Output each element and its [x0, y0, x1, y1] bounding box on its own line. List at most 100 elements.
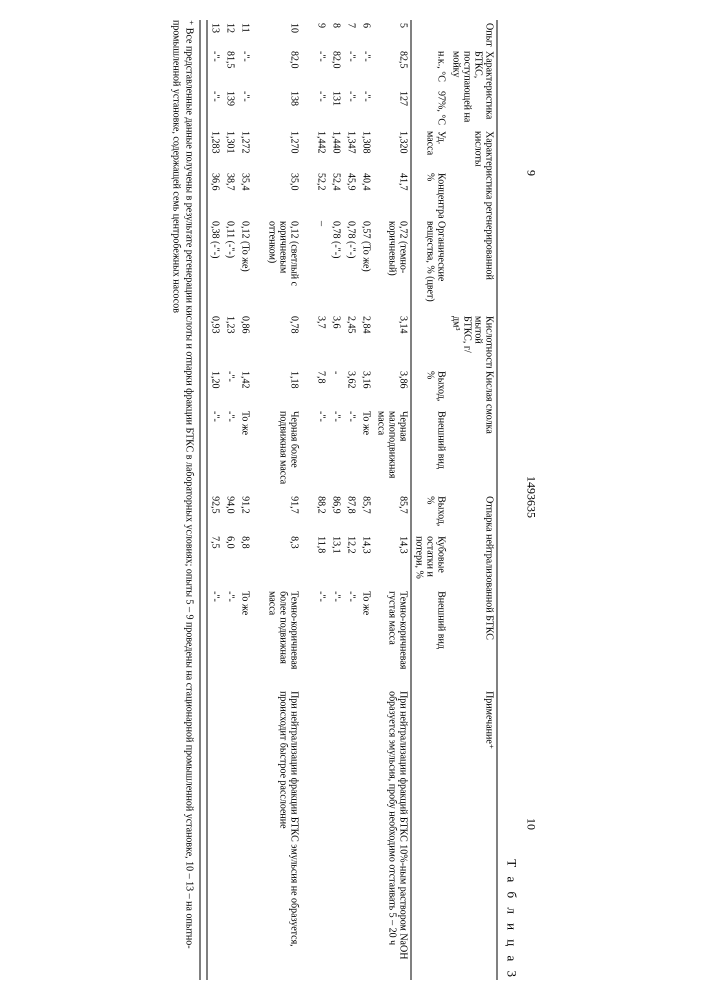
cell-vy2: 91,7 — [264, 493, 301, 533]
cell-vy2: 85,7 — [358, 493, 373, 533]
cell-vy2: 94,0 — [222, 493, 237, 533]
cell-vid2: -"- — [343, 588, 358, 688]
cell-kis: 2,84 — [358, 313, 373, 368]
table-row: 882,01311,44052,40,78 (-"-)3,6--"-86,913… — [328, 20, 343, 980]
cell-org: 0,11 (-"-) — [222, 218, 237, 313]
cell-vid2: Темно-коричневая густая масса — [373, 588, 411, 688]
h-vy1: Выход, % — [411, 368, 449, 408]
cell-org: 0,72 (темно-коричневый) — [373, 218, 411, 313]
h-otparka: Отпарка нейтрализованной БТКС — [448, 493, 497, 688]
cell-konc: 38,7 — [222, 170, 237, 218]
cell-kub: 14,3 — [358, 533, 373, 588]
cell-konc: 52,4 — [328, 170, 343, 218]
table-body: 582,51271,32041,70,72 (темно-коричневый)… — [207, 20, 411, 980]
cell-ud: 1,270 — [264, 128, 301, 170]
cell-prim — [237, 688, 252, 980]
cell-n: 5 — [373, 20, 411, 48]
cell-kub: 11,8 — [313, 533, 328, 588]
table-row: 582,51271,32041,70,72 (темно-коричневый)… — [373, 20, 411, 980]
cell-vy1: 3,62 — [343, 368, 358, 408]
cell-kis: 3,14 — [373, 313, 411, 368]
cell-vid2: То же — [237, 588, 252, 688]
h-opyt: Опыт — [411, 20, 497, 48]
cell-vy2: 92,5 — [207, 493, 222, 533]
h-konc: Концентрация, % — [411, 170, 449, 218]
cell-prim — [343, 688, 358, 980]
cell-kis: 3,7 — [313, 313, 328, 368]
cell-vy2: 88,2 — [313, 493, 328, 533]
cell-konc: 35,0 — [264, 170, 301, 218]
cell-nk: 81,5 — [222, 48, 237, 88]
cell-nk: -"- — [313, 48, 328, 88]
h-vid1: Внешний вид — [411, 408, 449, 493]
cell-p97: -"- — [207, 88, 222, 128]
h-kislaya: Кислая смолка — [448, 368, 497, 493]
cell-kub: 12,2 — [343, 533, 358, 588]
table-row: 7-"--"-1,34745,90,78 (-"-)2,453,62-"-87,… — [343, 20, 358, 980]
cell-vid2: Темно-коричневая более подвижная масса — [264, 588, 301, 688]
cell-n: 7 — [343, 20, 358, 48]
cell-ud: 1,308 — [358, 128, 373, 170]
cell-n: 6 — [358, 20, 373, 48]
h-prim: Примечание⁺ — [411, 688, 497, 980]
cell-org: 0,57 (То же) — [358, 218, 373, 313]
cell-n: 13 — [207, 20, 222, 48]
cell-p97: -"- — [313, 88, 328, 128]
cell-vy1: 3,16 — [358, 368, 373, 408]
cell-kis: 0,78 — [264, 313, 301, 368]
cell-vy2: 87,8 — [343, 493, 358, 533]
cell-kub: 8,8 — [237, 533, 252, 588]
cell-konc: 45,9 — [343, 170, 358, 218]
h-char-btks: Характеристика БТКС, поступающей на мойк… — [448, 48, 497, 128]
cell-org: 0,12 (То же) — [237, 218, 252, 313]
cell-nk: 82,0 — [328, 48, 343, 88]
cell-kis: 1,23 — [222, 313, 237, 368]
cell-kub: 13,1 — [328, 533, 343, 588]
cell-org: 0,78 (-"-) — [328, 218, 343, 313]
cell-org: 0,78 (-"-) — [343, 218, 358, 313]
cell-konc: 35,4 — [237, 170, 252, 218]
cell-nk: 82,0 — [264, 48, 301, 88]
cell-vy1: -"- — [222, 368, 237, 408]
cell-p97: 139 — [222, 88, 237, 128]
cell-p97: 127 — [373, 88, 411, 128]
cell-p97: 131 — [328, 88, 343, 128]
cell-vid1: То же — [237, 408, 252, 493]
data-table: Опыт Характеристика БТКС, поступающей на… — [206, 20, 497, 980]
cell-ud: 1,440 — [328, 128, 343, 170]
cell-konc: 41,7 — [373, 170, 411, 218]
cell-vid1: -"- — [222, 408, 237, 493]
cell-vid1: Черная более подвижная масса — [264, 408, 301, 493]
cell-ud: 1,301 — [222, 128, 237, 170]
cell-kub: 6,0 — [222, 533, 237, 588]
cell-kis: 0,93 — [207, 313, 222, 368]
cell-p97: -"- — [237, 88, 252, 128]
cell-kub: 7,5 — [207, 533, 222, 588]
cell-vy1: 1,18 — [264, 368, 301, 408]
cell-prim: При нейтрализации фракции БТКС эмульсия … — [264, 688, 301, 980]
table-header: Опыт Характеристика БТКС, поступающей на… — [411, 20, 497, 980]
cell-p97: -"- — [343, 88, 358, 128]
cell-p97: -"- — [358, 88, 373, 128]
cell-n: 8 — [328, 20, 343, 48]
cell-prim — [313, 688, 328, 980]
table-row: 1281,51391,30138,70,11 (-"-)1,23-"--"-94… — [222, 20, 237, 980]
cell-vy2: 91,2 — [237, 493, 252, 533]
cell-vy1: 1,20 — [207, 368, 222, 408]
h-nk: н.к., °С — [411, 48, 449, 88]
cell-vy1: - — [328, 368, 343, 408]
doc-number: 1493635 — [523, 476, 538, 518]
cell-prim: При нейтрализации фракций БТКС 10%-ным р… — [373, 688, 411, 980]
cell-kis: 3,6 — [328, 313, 343, 368]
cell-org: 0,12 (светлый с коричневым оттенком) — [264, 218, 301, 313]
table-row: 13-"--"-1,28336,60,38 (-"-)0,931,20-"-92… — [207, 20, 222, 980]
cell-kis: 2,45 — [343, 313, 358, 368]
cell-nk: -"- — [237, 48, 252, 88]
cell-p97: 138 — [264, 88, 301, 128]
cell-vid2: То же — [358, 588, 373, 688]
cell-ud: 1,442 — [313, 128, 328, 170]
cell-ud: 1,283 — [207, 128, 222, 170]
cell-kub: 8,3 — [264, 533, 301, 588]
table-label: Т а б л и ц а 3 — [503, 20, 519, 980]
cell-vy1: 3,86 — [373, 368, 411, 408]
